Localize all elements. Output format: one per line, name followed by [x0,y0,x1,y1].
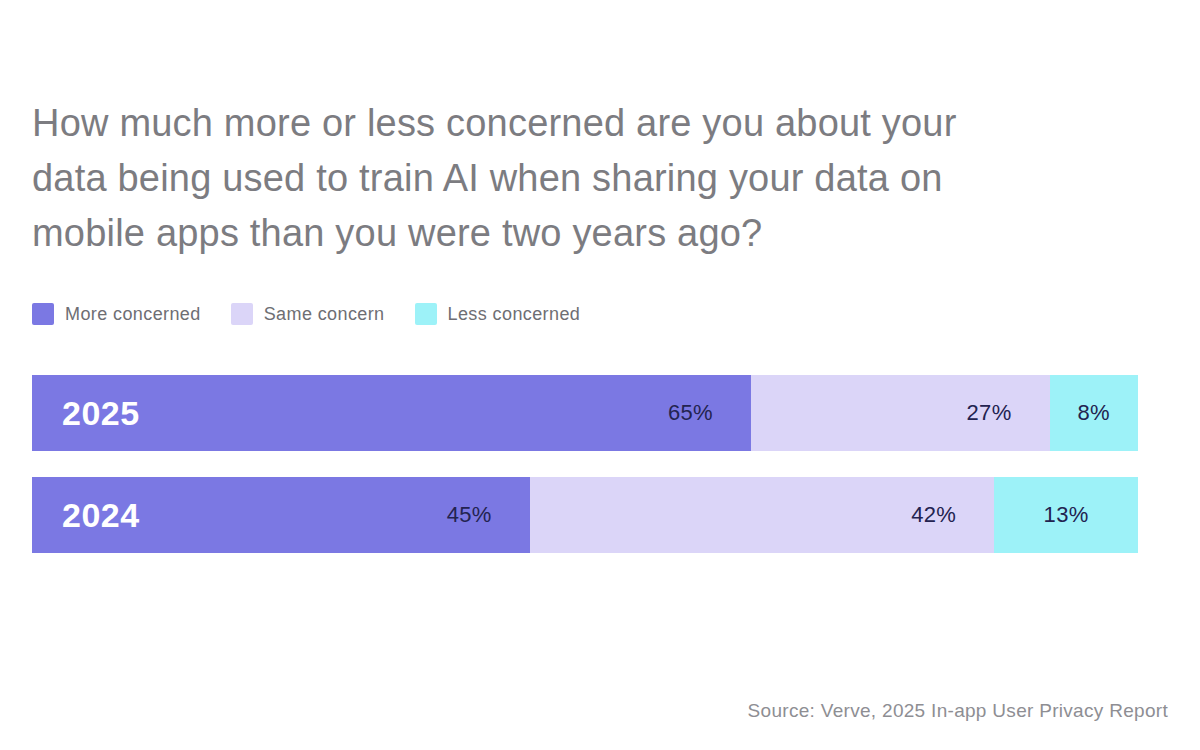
chart-title: How much more or less concerned are you … [32,96,1168,261]
value-label: 13% [1044,502,1089,528]
legend-swatch-icon [415,303,437,325]
legend-label: More concerned [65,304,201,325]
value-label: 27% [967,400,1050,426]
bar-segment-2025-more-concerned: 2025 65% [32,375,751,451]
bar-segment-2025-same-concern: 27% [751,375,1050,451]
value-label: 65% [668,400,751,426]
bar-chart: 2025 65% 27% 8% 2024 45% 42% 13% [32,375,1138,553]
chart-page: How much more or less concerned are you … [0,96,1200,750]
bar-segment-2025-less-concerned: 8% [1050,375,1138,451]
category-label: 2024 [62,496,140,535]
legend-swatch-icon [231,303,253,325]
bar-row-2025: 2025 65% 27% 8% [32,375,1138,451]
legend-swatch-icon [32,303,54,325]
bar-segment-2024-more-concerned: 2024 45% [32,477,530,553]
bar-row-2024: 2024 45% 42% 13% [32,477,1138,553]
bar-segment-2024-less-concerned: 13% [994,477,1138,553]
source-text: Source: Verve, 2025 In-app User Privacy … [748,700,1168,722]
legend-label: Same concern [264,304,385,325]
value-label: 45% [447,502,530,528]
legend-item-same-concern: Same concern [231,303,385,325]
value-label: 8% [1078,400,1110,426]
bar-segment-2024-same-concern: 42% [530,477,995,553]
category-label: 2025 [62,394,140,433]
value-label: 42% [911,502,994,528]
legend-label: Less concerned [448,304,581,325]
legend-item-more-concerned: More concerned [32,303,201,325]
legend-item-less-concerned: Less concerned [415,303,581,325]
legend: More concerned Same concern Less concerned [32,303,1168,325]
